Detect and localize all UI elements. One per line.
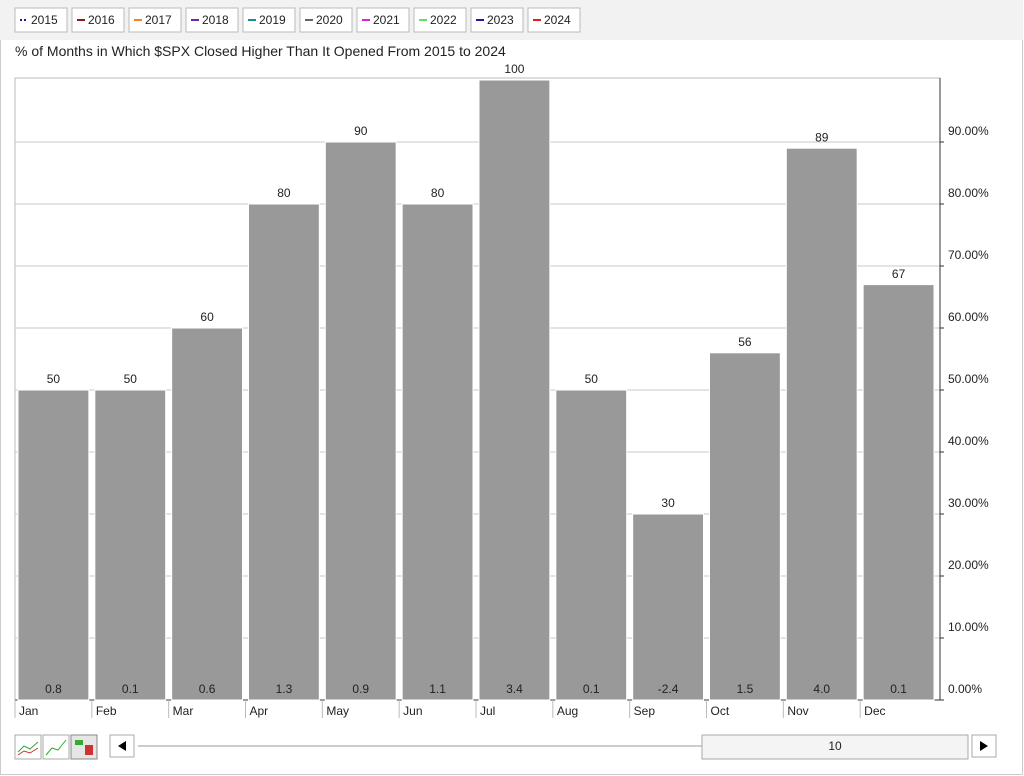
bar: [709, 352, 781, 701]
line-view-button[interactable]: [14, 734, 42, 760]
legend-label: 2019: [259, 13, 286, 27]
y-tick-label: 30.00%: [948, 496, 989, 510]
legend-label: 2017: [145, 13, 172, 27]
bar: [785, 147, 858, 701]
legend-button[interactable]: [14, 7, 68, 33]
legend-button[interactable]: [71, 7, 125, 33]
icon: [17, 747, 39, 756]
legend-label: 2022: [430, 13, 457, 27]
bar: [248, 203, 320, 701]
value-label: 50: [585, 372, 599, 386]
avg-change-label: 0.6: [199, 682, 216, 696]
perf-view-button[interactable]: [42, 734, 70, 760]
x-tick-label: Sep: [634, 704, 656, 718]
avg-change-label: 1.3: [276, 682, 293, 696]
avg-change-label: 0.9: [352, 682, 369, 696]
y-tick-label: 0.00%: [948, 682, 982, 696]
period-label: 10: [828, 739, 842, 753]
y-tick-label: 60.00%: [948, 310, 989, 324]
y-tick-label: 10.00%: [948, 620, 989, 634]
bar: [171, 327, 244, 701]
legend-label: 2018: [202, 13, 229, 27]
legend-label: 2015: [31, 13, 58, 27]
avg-change-label: 1.5: [737, 682, 754, 696]
bar-view-button[interactable]: [70, 734, 98, 760]
y-tick-label: 40.00%: [948, 434, 989, 448]
x-tick-label: Dec: [864, 704, 885, 718]
legend-label: 2016: [88, 13, 115, 27]
x-tick-label: Jul: [480, 704, 495, 718]
y-tick-label: 90.00%: [948, 124, 989, 138]
avg-change-label: 0.1: [890, 682, 907, 696]
y-tick-label: 50.00%: [948, 372, 989, 386]
x-tick-label: Jan: [19, 704, 38, 718]
value-label: 30: [661, 496, 675, 510]
value-label: 56: [738, 335, 752, 349]
x-tick-label: Feb: [96, 704, 117, 718]
avg-change-label: 4.0: [813, 682, 830, 696]
value-label: 60: [200, 310, 214, 324]
value-label: 100: [504, 62, 524, 76]
y-tick-label: 70.00%: [948, 248, 989, 262]
x-tick-label: Apr: [250, 704, 269, 718]
chart-title: % of Months in Which $SPX Closed Higher …: [15, 43, 506, 59]
icon: [118, 741, 126, 751]
plot-area: [14, 77, 941, 701]
avg-change-label: 0.8: [45, 682, 62, 696]
icon: [45, 739, 67, 756]
value-label: 80: [431, 186, 445, 200]
bar: [555, 389, 628, 701]
slider-thumb[interactable]: [701, 734, 969, 760]
legend-label: 2020: [316, 13, 343, 27]
value-label: 67: [892, 267, 906, 281]
bar: [632, 513, 705, 701]
bar: [401, 203, 474, 701]
avg-change-label: 0.1: [122, 682, 139, 696]
icon: [75, 740, 83, 745]
bar: [324, 141, 397, 701]
x-tick-label: Oct: [711, 704, 730, 718]
value-label: 90: [354, 124, 368, 138]
icon: [17, 741, 39, 753]
x-tick-label: Mar: [173, 704, 194, 718]
controls: 10: [14, 734, 997, 760]
avg-change-label: -2.4: [658, 682, 679, 696]
x-tick-label: Nov: [787, 704, 808, 718]
x-tick-label: May: [326, 704, 349, 718]
avg-change-label: 0.1: [583, 682, 600, 696]
value-label: 80: [277, 186, 291, 200]
value-label: 89: [815, 130, 829, 144]
bar: [478, 79, 551, 701]
legend-label: 2023: [487, 13, 514, 27]
y-tick-label: 20.00%: [948, 558, 989, 572]
icon: [85, 745, 93, 755]
avg-change-label: 3.4: [506, 682, 523, 696]
bar: [862, 284, 935, 701]
avg-change-label: 1.1: [429, 682, 446, 696]
x-tick-label: Aug: [557, 704, 578, 718]
legend-label: 2021: [373, 13, 400, 27]
bar: [17, 389, 90, 701]
bar: [94, 389, 167, 701]
legend-label: 2024: [544, 13, 571, 27]
x-tick-label: Jun: [403, 704, 422, 718]
icon: [980, 741, 988, 751]
value-label: 50: [47, 372, 61, 386]
y-tick-label: 80.00%: [948, 186, 989, 200]
value-label: 50: [124, 372, 138, 386]
